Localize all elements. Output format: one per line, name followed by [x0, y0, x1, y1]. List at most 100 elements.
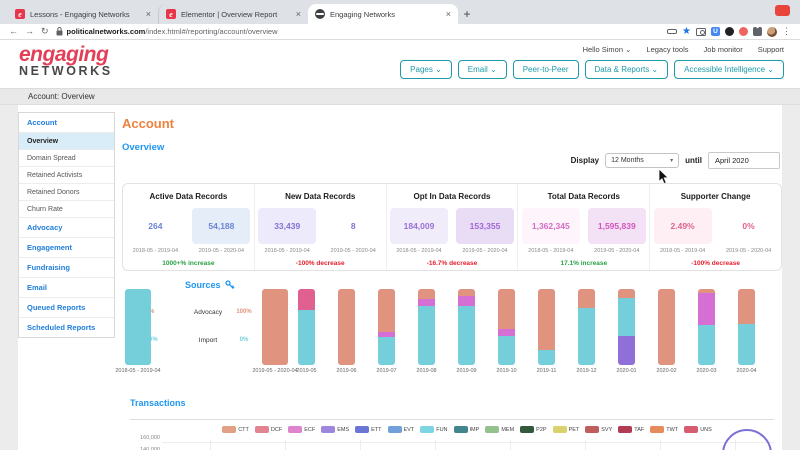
sources-segment-salmon [578, 289, 595, 308]
sidebar-item-overview[interactable]: Overview [19, 133, 114, 150]
url-field[interactable]: politicalnetworks.com/index.html#/report… [56, 27, 660, 36]
new-tab-button[interactable]: + [463, 7, 471, 21]
logo-word-engaging: engaging [19, 43, 109, 66]
reload-icon[interactable]: ↻ [41, 26, 49, 36]
key-icon[interactable] [667, 29, 678, 34]
forward-icon[interactable]: → [25, 26, 34, 36]
legend-swatch [453, 426, 468, 433]
sources-segment-salmon [618, 289, 635, 299]
user-link-support[interactable]: Support [757, 45, 784, 54]
gridline-horizontal [162, 442, 774, 443]
sidebar-item-churn-rate[interactable]: Churn Rate [19, 201, 114, 218]
stat-value: 1,595,839 [587, 208, 646, 244]
legend-swatch [520, 426, 535, 433]
camera-extension-icon[interactable] [696, 27, 706, 36]
legend-label: FUN [436, 426, 448, 433]
tab-close-icon[interactable]: × [295, 8, 301, 19]
legend-label: ETT [371, 426, 382, 433]
legend-item-taf: TAF [618, 426, 644, 433]
sidebar-item-advocacy[interactable]: Advocacy [19, 218, 114, 238]
user-link-job-monitor[interactable]: Job monitor [703, 45, 743, 54]
stat-value-block: 0% 2019-05 - 2020-04 [720, 208, 778, 254]
sources-segment-salmon [738, 289, 755, 324]
sources-bar-label: 2020-04 [736, 368, 757, 374]
sources-row-label-advocacy: Advocacy [193, 309, 223, 316]
stat-card-title: Opt In Data Records [413, 192, 491, 201]
sources-bar-label: 2019-05 - 2020-04 [252, 368, 298, 374]
sidebar-item-queued-reports[interactable]: Queued Reports [19, 298, 114, 318]
browser-menu-icon[interactable]: ⋮ [782, 26, 791, 36]
u-extension-icon[interactable]: U [711, 27, 720, 36]
nav-button-accessible-intelligence[interactable]: Accessible Intelligence ⌄ [674, 60, 784, 79]
sources-segment-salmon [458, 289, 475, 296]
legend-item-uns: UNS [684, 426, 712, 433]
legend-swatch [650, 426, 665, 433]
stat-period: 2019-05 - 2020-04 [725, 248, 772, 254]
legend-label: MEM [501, 426, 515, 433]
stat-value-block: 8 2019-05 - 2020-04 [324, 208, 382, 254]
main-content: Account Overview Display 12 Months ▾ unt… [115, 105, 782, 450]
user-link-hello-simon[interactable]: Hello Simon ⌄ [582, 45, 632, 54]
display-range-select[interactable]: 12 Months ▾ [605, 153, 680, 168]
sidebar-item-scheduled-reports[interactable]: Scheduled Reports [27, 323, 96, 332]
stat-values-row: 1,362,345 2018-05 - 2019-04 1,595,839 2019-… [518, 208, 649, 254]
stat-period: 2018-05 - 2019-04 [528, 248, 574, 254]
tab-title: Lessons - Engaging Networks [30, 9, 130, 19]
legend-label: P2P [536, 426, 547, 433]
until-date-input[interactable]: April 2020 [708, 152, 780, 169]
sidebar-item-retained-activists[interactable]: Retained Activists [19, 167, 114, 184]
stat-values-row: 184,009 2018-05 - 2019-04 153,355 2019-05 -… [387, 208, 518, 254]
sources-segment-orchid [378, 331, 395, 337]
nav-button-peer-to-peer[interactable]: Peer-to-Peer [512, 60, 579, 79]
transactions-section: Transactions CTT DCF ECF EMS ETT EVT FUN IMP MEM… [122, 395, 782, 450]
legend-swatch [222, 426, 237, 433]
gridline-vertical [660, 440, 661, 450]
divider [130, 419, 774, 420]
sources-bar-2019-09 [458, 289, 475, 365]
profile-avatar[interactable] [767, 26, 777, 37]
sources-segment-teal [378, 336, 395, 365]
sources-bar-2019-05 [298, 289, 315, 365]
back-icon[interactable]: ← [9, 26, 18, 36]
sidebar-item-retained-donors[interactable]: Retained Donors [19, 184, 114, 201]
sources-segment-salmon [538, 289, 555, 350]
sources-segment-orchid [418, 298, 435, 307]
legend-item-ctt: CTT [222, 426, 249, 433]
stat-period: 2018-05 - 2019-04 [659, 248, 706, 254]
nav-button-email[interactable]: Email ⌄ [457, 60, 507, 79]
browser-tab-engaging-networks[interactable]: Engaging Networks × [308, 4, 458, 24]
sources-segment-orchid [498, 328, 515, 337]
sidebar-item-engagement[interactable]: Engagement [19, 238, 114, 258]
logo-word-networks: NETWORKS [19, 64, 113, 78]
stat-value: 8 [350, 221, 356, 231]
sidebar-item-fundraising[interactable]: Fundraising [19, 258, 114, 278]
extensions-puzzle-icon[interactable] [753, 27, 762, 36]
sources-bar-2020-02 [658, 289, 675, 365]
sources-bar-label: 2020-02 [656, 368, 677, 374]
dark-extension-icon[interactable] [725, 27, 734, 36]
sidebar-item-account[interactable]: Account [19, 113, 114, 133]
legend-item-twt: TWT [650, 426, 678, 433]
legend-item-mem: MEM [485, 426, 514, 433]
stat-values-row: 33,439 2018-05 - 2019-04 8 2019-05 - 2020-0… [255, 208, 386, 254]
browser-tab-elementor-overview-report[interactable]: e Elementor | Overview Report × [158, 4, 308, 24]
tab-close-icon[interactable]: × [445, 8, 451, 19]
sidebar-item-domain-spread[interactable]: Domain Spread [19, 150, 114, 167]
bookmark-star-icon[interactable]: ★ [682, 25, 691, 37]
legend-swatch [321, 426, 336, 433]
stat-period: 2018-05 - 2019-04 [264, 248, 310, 254]
stat-value: 264 [148, 221, 163, 231]
browser-tab-lessons-engaging-networks[interactable]: e Lessons - Engaging Networks × [8, 4, 158, 24]
stat-value-block: 184,009 2018-05 - 2019-04 [389, 208, 448, 254]
nav-button-data-reports[interactable]: Data & Reports ⌄ [584, 60, 669, 79]
legend-label: IMP [469, 426, 480, 433]
tab-close-icon[interactable]: × [145, 8, 151, 19]
nav-button-pages[interactable]: Pages ⌄ [400, 60, 452, 79]
sources-segment-teal [498, 336, 515, 365]
sidebar-item-email[interactable]: Email [19, 278, 114, 298]
stat-value-block: 33,439 2018-05 - 2019-04 [258, 208, 317, 254]
y-axis-tick-140000: 140,000 [140, 447, 160, 450]
legend-label: UNS [700, 426, 712, 433]
user-link-legacy-tools[interactable]: Legacy tools [646, 45, 689, 54]
red-extension-icon[interactable] [739, 27, 748, 36]
